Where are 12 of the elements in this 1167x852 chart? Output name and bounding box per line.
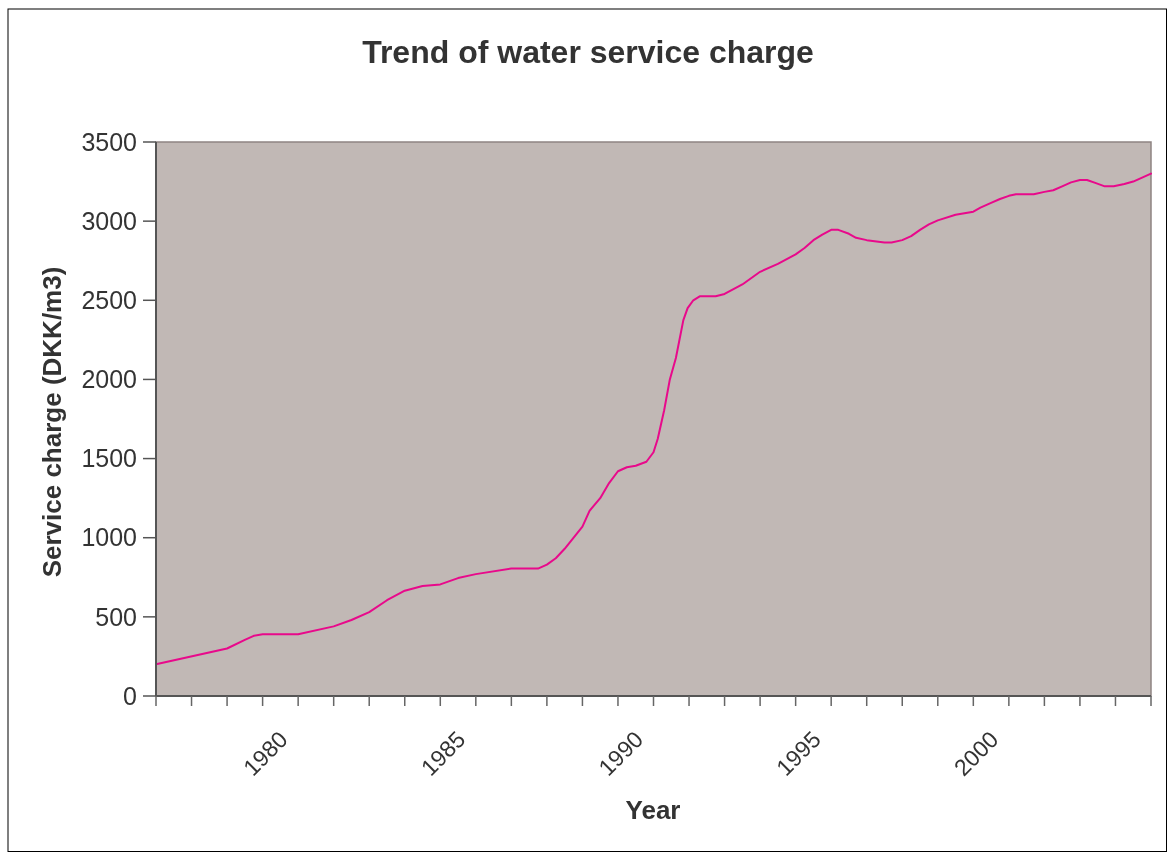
y-axis-title: Service charge (DKK/m3) — [37, 266, 67, 578]
y-tick-label: 3000 — [81, 206, 137, 235]
y-tick-label: 500 — [95, 602, 137, 631]
y-tick-label: 3500 — [81, 127, 137, 156]
y-tick-label: 2000 — [81, 365, 137, 394]
chart-title: Trend of water service charge — [362, 34, 814, 70]
y-tick-label: 0 — [123, 681, 137, 710]
y-tick-label: 2500 — [81, 286, 137, 315]
y-tick-label: 1000 — [81, 523, 137, 552]
y-tick-label: 1500 — [81, 444, 137, 473]
x-axis-title: Year — [625, 795, 681, 825]
line-series — [155, 172, 1152, 666]
